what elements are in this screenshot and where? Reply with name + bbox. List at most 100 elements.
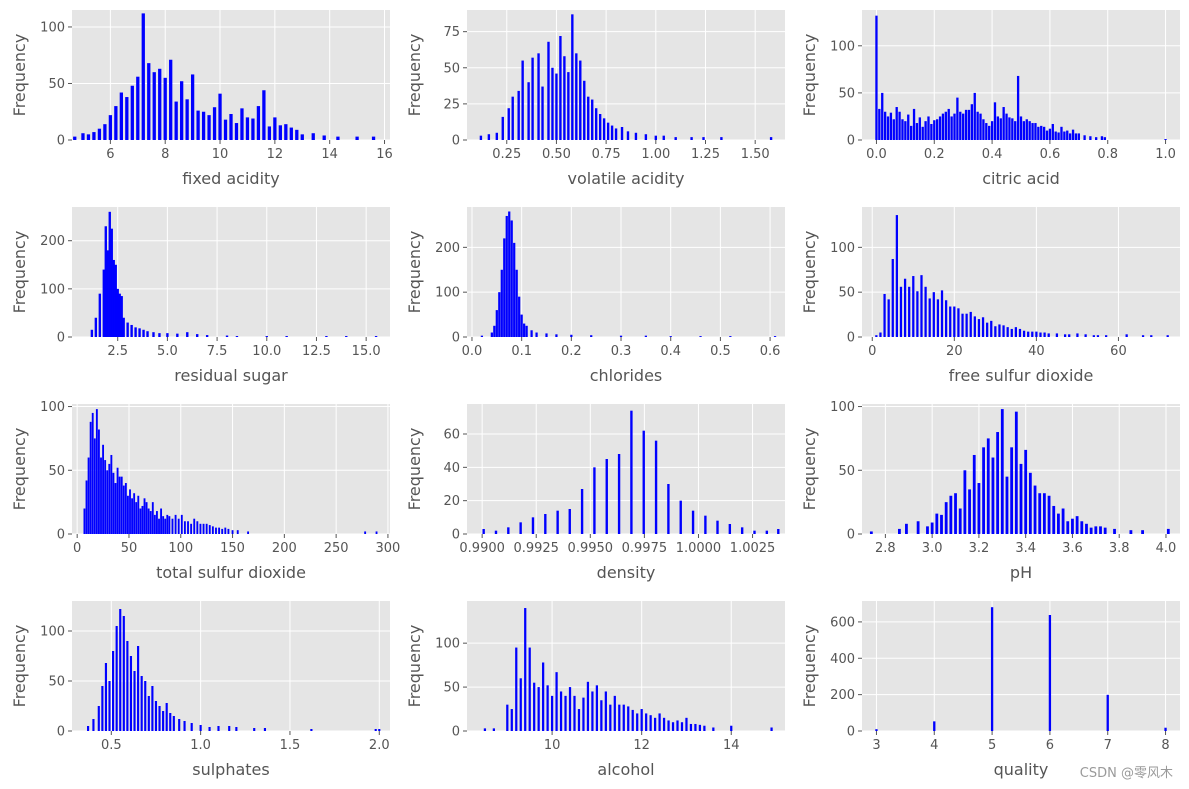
histogram-bar — [207, 115, 211, 140]
y-axis-label: Frequency — [800, 428, 819, 511]
histogram-bar — [669, 336, 672, 337]
histogram-bar — [1052, 505, 1056, 534]
histogram-bar — [102, 444, 105, 534]
x-tick-label: 0.9925 — [513, 541, 559, 556]
histogram-bar — [990, 607, 994, 731]
histogram-bar — [904, 121, 907, 140]
histogram-bar — [614, 128, 618, 140]
histogram-bar — [627, 706, 630, 731]
histogram-bar — [1014, 411, 1018, 534]
x-tick-label: 1.0025 — [730, 541, 776, 556]
histogram-bar — [108, 681, 111, 731]
y-tick-label: 50 — [838, 464, 855, 479]
histogram-bar — [928, 298, 931, 337]
histogram-bar — [289, 127, 293, 140]
histogram-bar — [875, 335, 878, 337]
y-tick-label: 75 — [443, 25, 460, 40]
histogram-bar — [986, 322, 989, 337]
histogram-bar — [972, 454, 976, 534]
histogram-bar — [531, 57, 534, 140]
histogram-bar — [126, 322, 129, 337]
histogram-bar — [903, 278, 907, 337]
histogram-bar — [1071, 518, 1074, 534]
histogram-bar — [908, 286, 911, 337]
histogram-bar — [91, 412, 94, 534]
histogram-bar — [127, 495, 129, 534]
histogram-bar — [1076, 333, 1079, 337]
plot-background — [72, 601, 390, 731]
histogram-bar — [480, 335, 484, 337]
histogram-bar — [495, 132, 499, 140]
histogram-bar — [1005, 113, 1008, 140]
y-tick-label: 100 — [40, 400, 65, 415]
histogram-bar — [138, 328, 141, 337]
histogram-bar — [1141, 335, 1145, 337]
histogram-bar — [1006, 327, 1009, 337]
histogram-bar — [568, 687, 572, 731]
histogram-bar — [1039, 332, 1042, 337]
x-tick-label: 0.2 — [561, 344, 582, 359]
histogram-bar — [234, 123, 239, 140]
histogram-bar — [941, 113, 945, 140]
histogram-bar — [278, 125, 282, 140]
histogram-bar — [1014, 121, 1017, 140]
histogram-bar — [938, 116, 942, 140]
histogram-bar — [1005, 476, 1009, 534]
histogram-bar — [970, 104, 974, 140]
histogram-bar — [177, 518, 180, 534]
histogram-bar — [228, 726, 231, 731]
histogram-bar — [129, 656, 133, 731]
histogram-bar — [691, 510, 695, 534]
histogram-bar — [698, 724, 702, 731]
histogram-bar — [634, 132, 638, 140]
histogram-bar — [519, 678, 522, 731]
histogram-bar — [598, 114, 602, 140]
histogram-bar — [235, 727, 238, 731]
x-tick-label: 0.0 — [462, 344, 483, 359]
histogram-bar — [1060, 126, 1063, 140]
histogram-bar — [570, 334, 573, 337]
histogram-bar — [953, 306, 956, 337]
histogram-bar — [152, 72, 156, 140]
histogram-bar — [160, 508, 163, 534]
subplot-pH: 2.8 3.0 3.2 3.4 3.6 3.8 4.0 0 50 100 pH Frequency — [800, 400, 1180, 582]
histogram-bar — [1066, 521, 1070, 534]
histogram-bar — [993, 102, 997, 140]
histogram-bar — [1095, 137, 1098, 140]
histogram-bar — [196, 521, 199, 534]
plot-background — [467, 404, 785, 534]
histogram-bar — [364, 531, 367, 534]
histogram-bar — [212, 107, 217, 140]
histogram-bar — [605, 459, 608, 534]
histogram-bar — [114, 483, 117, 534]
subplot-volatile-acidity: 0.25 0.50 0.75 1.00 1.25 1.50 0 25 50 75 volatile … — [405, 10, 785, 188]
histogram-bar — [933, 120, 936, 140]
x-tick-label: 6 — [106, 147, 114, 162]
x-tick-label: 0 — [73, 541, 81, 556]
histogram-bar — [120, 476, 123, 534]
histogram-bar — [225, 335, 229, 337]
histogram-bar — [104, 663, 108, 731]
histogram-bar — [909, 125, 913, 140]
histogram-bar — [740, 527, 744, 534]
histogram-bar — [613, 695, 616, 731]
x-tick-label: 1.0 — [1155, 147, 1176, 162]
histogram-bar — [567, 72, 570, 140]
histogram-bar — [183, 521, 186, 534]
histogram-bar — [240, 108, 244, 140]
histogram-bar — [1048, 615, 1052, 731]
histogram-bar — [151, 502, 154, 534]
histogram-bar — [541, 86, 544, 140]
histogram-bar — [1068, 334, 1071, 337]
histogram-bar — [500, 269, 503, 337]
histogram-bar — [524, 608, 527, 731]
histogram-bar — [577, 709, 581, 731]
histogram-bar — [501, 116, 504, 140]
histogram-bar — [479, 135, 483, 140]
histogram-bar — [108, 211, 111, 337]
histogram-bar — [1045, 130, 1049, 140]
histogram-bar — [112, 259, 115, 337]
histogram-bar — [878, 108, 881, 140]
histogram-bar — [676, 720, 679, 731]
histogram-bar — [555, 334, 558, 337]
